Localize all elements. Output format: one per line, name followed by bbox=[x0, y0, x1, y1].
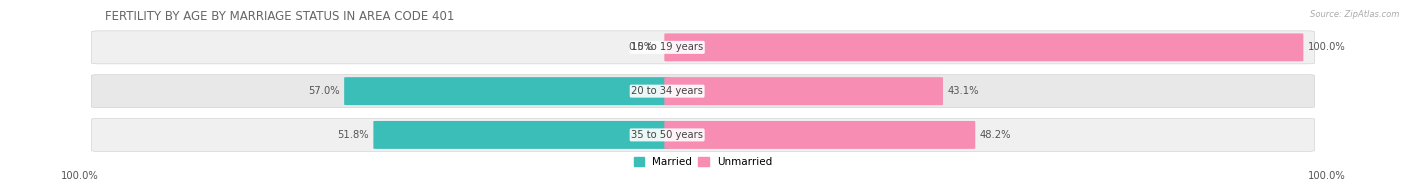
Legend: Married, Unmarried: Married, Unmarried bbox=[630, 153, 776, 171]
Text: 57.0%: 57.0% bbox=[308, 86, 340, 96]
FancyBboxPatch shape bbox=[91, 75, 1315, 108]
FancyBboxPatch shape bbox=[344, 77, 671, 105]
Text: 51.8%: 51.8% bbox=[337, 130, 370, 140]
Text: 100.0%: 100.0% bbox=[1308, 171, 1346, 181]
Text: FERTILITY BY AGE BY MARRIAGE STATUS IN AREA CODE 401: FERTILITY BY AGE BY MARRIAGE STATUS IN A… bbox=[105, 10, 454, 23]
Text: 0.0%: 0.0% bbox=[628, 42, 652, 52]
Text: 15 to 19 years: 15 to 19 years bbox=[631, 42, 703, 52]
Text: 20 to 34 years: 20 to 34 years bbox=[631, 86, 703, 96]
FancyBboxPatch shape bbox=[665, 121, 976, 149]
Text: 100.0%: 100.0% bbox=[60, 171, 98, 181]
FancyBboxPatch shape bbox=[91, 118, 1315, 152]
Text: 35 to 50 years: 35 to 50 years bbox=[631, 130, 703, 140]
Text: Source: ZipAtlas.com: Source: ZipAtlas.com bbox=[1309, 10, 1399, 19]
FancyBboxPatch shape bbox=[91, 31, 1315, 64]
FancyBboxPatch shape bbox=[665, 33, 1303, 61]
Text: 100.0%: 100.0% bbox=[1308, 42, 1346, 52]
FancyBboxPatch shape bbox=[665, 77, 943, 105]
Text: 43.1%: 43.1% bbox=[948, 86, 979, 96]
Text: 48.2%: 48.2% bbox=[980, 130, 1011, 140]
FancyBboxPatch shape bbox=[374, 121, 671, 149]
